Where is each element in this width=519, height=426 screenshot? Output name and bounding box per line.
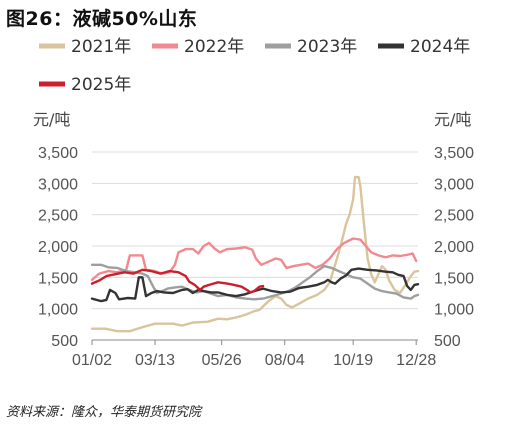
- y-axis-right: 500 1,000 1,500 2,000 2,500 3,000 3,500: [434, 145, 474, 350]
- y-tick-label-right: 3,000: [434, 176, 474, 193]
- x-tick-label: 01/02: [72, 352, 112, 369]
- series-line-5: [90, 268, 265, 294]
- y-axis-unit-left: 元/吨: [33, 110, 70, 129]
- grid-lines: [92, 151, 418, 310]
- x-tick-label: 12/28: [396, 352, 436, 369]
- y-tick-label-left: 500: [51, 333, 78, 350]
- x-tick-label: 08/04: [265, 352, 305, 369]
- series-layer: [90, 175, 420, 333]
- x-tick-label: 03/13: [135, 352, 175, 369]
- y-tick-label-left: 1,000: [38, 302, 78, 319]
- legend-label: 2022年: [184, 37, 244, 57]
- legend-label: 2023年: [297, 37, 357, 57]
- series-line-1: [90, 175, 420, 333]
- y-tick-label-left: 2,500: [38, 208, 78, 225]
- y-axis-unit-right: 元/吨: [434, 110, 471, 129]
- legend-label: 2021年: [71, 37, 131, 57]
- x-tick-label: 10/19: [333, 352, 373, 369]
- y-tick-label-left: 3,000: [38, 176, 78, 193]
- y-tick-label-left: 3,500: [38, 145, 78, 162]
- y-tick-label-right: 2,500: [434, 208, 474, 225]
- legend-label: 2025年: [71, 75, 131, 95]
- x-axis: 01/02 03/13 05/26 08/04 10/19 12/28: [72, 339, 436, 369]
- y-axis-left: 500 1,000 1,500 2,000 2,500 3,000 3,500: [38, 145, 78, 350]
- legend: 2021年 2022年 2023年 2024年 2025年: [39, 37, 470, 95]
- legend-label: 2024年: [410, 37, 470, 57]
- x-tick-label: 05/26: [202, 352, 242, 369]
- chart-title: 图26：液碱50%山东: [6, 8, 198, 30]
- y-tick-label-left: 2,000: [38, 239, 78, 256]
- y-tick-label-left: 1,500: [38, 270, 78, 287]
- y-tick-label-right: 1,500: [434, 270, 474, 287]
- source-note: 资料来源：隆众，华泰期货研究院: [6, 405, 202, 420]
- y-tick-label-right: 3,500: [434, 145, 474, 162]
- y-tick-label-right: 2,000: [434, 239, 474, 256]
- y-tick-label-right: 1,000: [434, 302, 474, 319]
- series-line-3: [90, 263, 420, 301]
- y-tick-label-right: 500: [434, 333, 461, 350]
